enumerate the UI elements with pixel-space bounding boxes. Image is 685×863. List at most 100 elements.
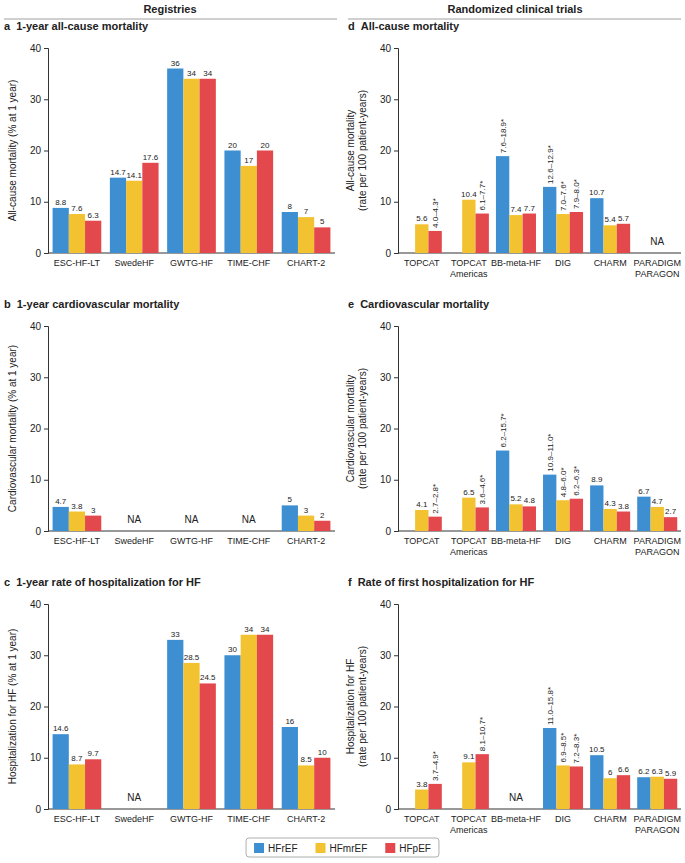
bar <box>543 475 556 531</box>
y-tick-mark <box>394 809 398 810</box>
category-label-line: PARAGON <box>635 825 679 835</box>
y-tick: 40 <box>380 43 398 54</box>
data-label: 5.6 <box>416 214 428 223</box>
data-label: 34 <box>261 625 270 634</box>
data-label: 5 <box>288 495 293 504</box>
y-tick-mark <box>394 655 398 656</box>
data-label: 5.7 <box>618 214 630 223</box>
category-label: CHARM <box>594 814 627 824</box>
data-label: 7.6 <box>71 204 83 213</box>
bar <box>200 79 216 253</box>
bar <box>496 156 509 253</box>
bar <box>282 212 298 253</box>
category-label-line: PARADIGM <box>634 258 681 268</box>
data-label: 10.9–11.0* <box>546 434 555 472</box>
y-tick-mark <box>394 480 398 481</box>
data-label: 30 <box>228 645 237 654</box>
y-tick: 0 <box>35 804 48 815</box>
data-label: 6.5 <box>463 488 475 497</box>
data-labels: 8.814.7362087.614.1341776.317.634205 <box>55 59 325 227</box>
y-tick: 40 <box>30 599 48 610</box>
legend-item: HFmrEF <box>316 843 368 854</box>
bar <box>462 762 475 809</box>
category-label-line: DIG <box>555 258 571 268</box>
data-label: 3.7–4.9* <box>431 751 440 781</box>
bars <box>53 635 331 809</box>
y-tick-mark <box>394 429 398 430</box>
panel-title-text: All-cause mortality <box>361 20 460 32</box>
category-label: TOPCATAmericas <box>450 814 488 835</box>
category-label: GWTG-HF <box>170 258 213 268</box>
panel-title-text: Rate of first hospitalization for HF <box>358 576 535 588</box>
category-label: CHARM <box>594 258 627 268</box>
category-label: CHARM <box>594 536 627 546</box>
bar <box>476 214 489 253</box>
y-tick-label: 0 <box>35 248 41 259</box>
category-label-line: Americas <box>450 825 488 835</box>
y-axis-line <box>44 49 49 254</box>
data-label: 8 <box>288 202 293 211</box>
data-label: 14.6 <box>53 724 69 733</box>
data-label: 10.5 <box>589 745 605 754</box>
bar <box>556 214 569 253</box>
category-label: DIG <box>555 814 571 824</box>
data-label: 36 <box>171 59 180 68</box>
y-tick-mark <box>394 326 398 327</box>
data-label: 2.7 <box>665 507 677 516</box>
y-tick-label: 30 <box>380 650 392 661</box>
data-label: 20 <box>261 141 270 150</box>
y-tick: 10 <box>380 474 398 485</box>
data-labels: 7.6–18.9*12.6–12.9*10.75.610.47.47.0–7.6… <box>416 119 629 228</box>
bar <box>556 500 569 531</box>
data-label: 6.3 <box>652 767 664 776</box>
category-label: PARADIGMPARAGON <box>634 536 681 557</box>
category-label-line: CHARM <box>594 536 627 546</box>
data-label: 4.8–6.0* <box>559 467 568 497</box>
data-label: 17 <box>244 156 253 165</box>
panel-title-text: 1-year all-cause mortality <box>16 20 149 32</box>
y-tick-mark <box>394 604 398 605</box>
category-label-line: BB-meta-HF <box>491 536 542 546</box>
panel-title-text: 1-year cardiovascular mortality <box>17 298 181 310</box>
bar <box>651 777 664 809</box>
y-tick-label: 40 <box>380 321 392 332</box>
category-label: TOPCATAmericas <box>450 258 488 279</box>
bar <box>462 498 475 531</box>
category-label-line: BB-meta-HF <box>491 814 542 824</box>
bar <box>241 166 257 253</box>
category-label: BB-meta-HF <box>491 258 542 268</box>
data-label: 3 <box>91 506 96 515</box>
category-label-line: GWTG-HF <box>170 258 213 268</box>
bar <box>496 451 509 531</box>
bar <box>509 215 522 253</box>
y-tick-mark <box>44 531 48 532</box>
category-label: TIME-CHF <box>227 814 270 824</box>
y-tick-label: 0 <box>385 804 391 815</box>
data-label: 8.5 <box>301 755 313 764</box>
panel-title: eCardiovascular mortality <box>348 298 490 310</box>
y-tick-label: 0 <box>385 248 391 259</box>
y-tick-mark <box>44 707 48 708</box>
data-label: 3 <box>304 506 309 515</box>
bar <box>85 516 101 531</box>
bar <box>603 509 616 531</box>
y-tick-mark <box>44 253 48 254</box>
y-tick: 30 <box>380 94 398 105</box>
panel-title: c1-year rate of hospitalization for HF <box>4 576 201 588</box>
bar <box>241 635 257 809</box>
y-axis-title: Cardiovascular mortality <box>345 375 356 482</box>
data-label: 7.4 <box>510 205 522 214</box>
data-label: 4.0–4.3* <box>431 198 440 228</box>
bar <box>257 635 273 809</box>
bar <box>298 516 314 531</box>
bar <box>257 151 273 254</box>
bars <box>53 505 331 531</box>
category-label-line: GWTG-HF <box>170 536 213 546</box>
bar <box>53 208 69 253</box>
annotation: NA <box>185 514 199 525</box>
category-label: PARADIGMPARAGON <box>634 258 681 279</box>
y-tick: 10 <box>30 196 48 207</box>
y-axis-line <box>44 605 49 810</box>
bars <box>415 728 677 809</box>
data-label: 3.8 <box>416 780 428 789</box>
